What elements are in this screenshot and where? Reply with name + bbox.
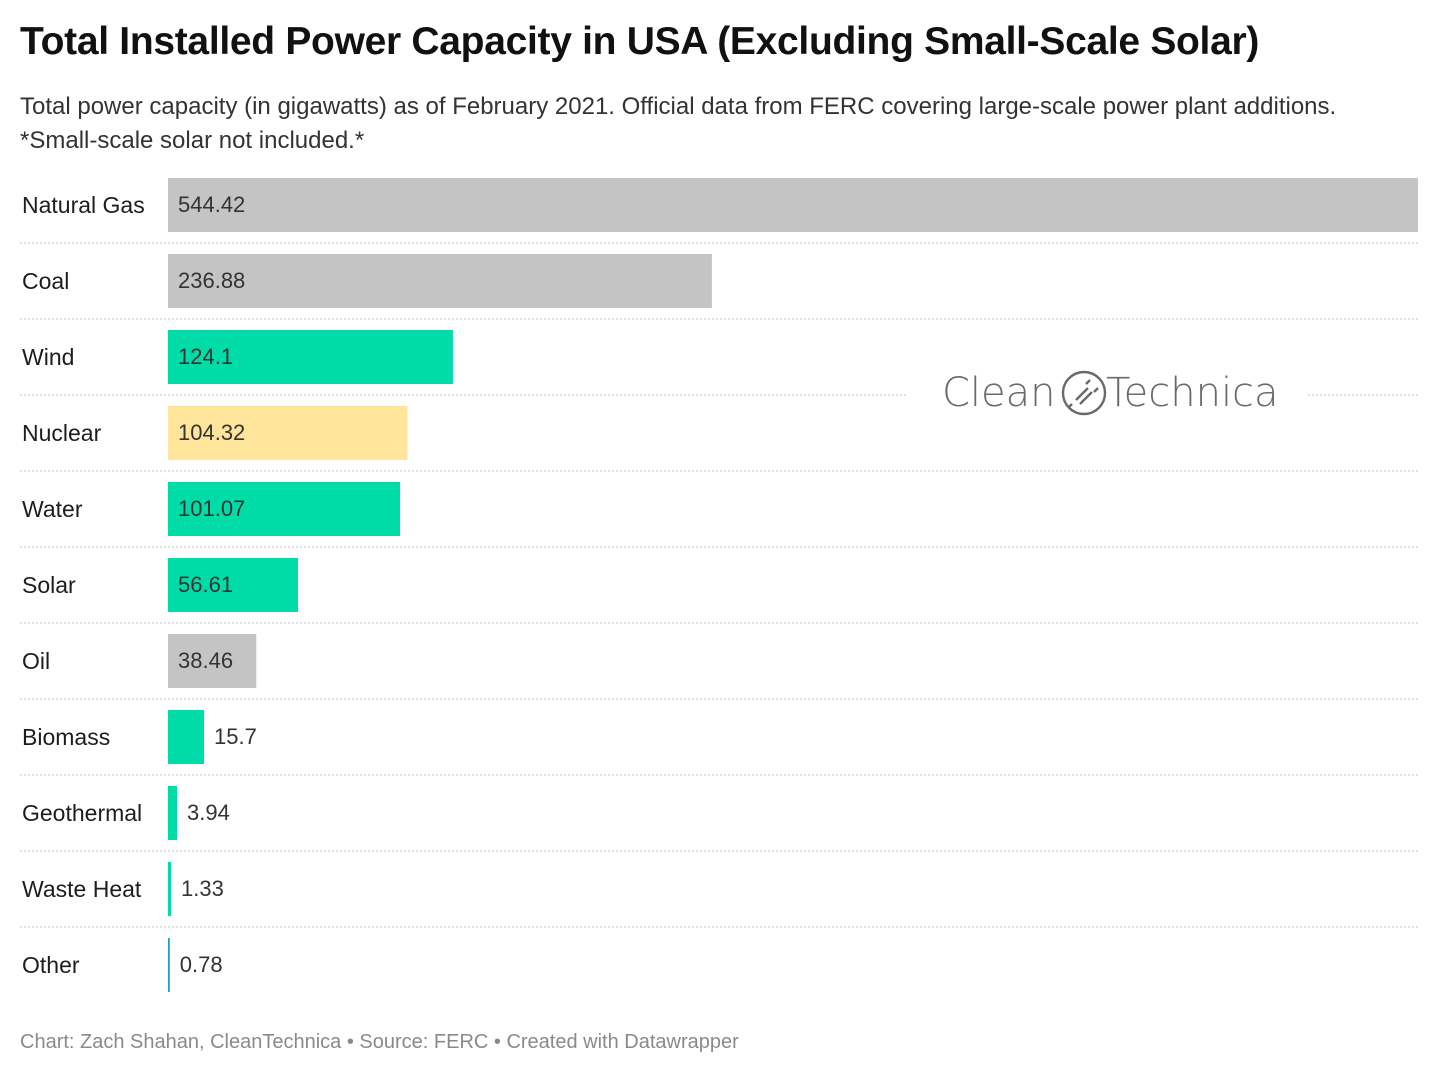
value-label-geothermal: 3.94 bbox=[187, 800, 230, 825]
category-label-wind: Wind bbox=[22, 344, 74, 370]
value-label-oil: 38.46 bbox=[178, 648, 233, 673]
category-label-coal: Coal bbox=[22, 268, 69, 294]
bar-nuclear bbox=[168, 406, 408, 460]
value-label-natural-gas: 544.42 bbox=[178, 192, 245, 217]
svg-text:Technica: Technica bbox=[1106, 370, 1279, 416]
bar-natural-gas bbox=[168, 178, 1418, 232]
plug-icon bbox=[1061, 370, 1107, 416]
chart-title: Total Installed Power Capacity in USA (E… bbox=[20, 20, 1260, 63]
category-label-other: Other bbox=[22, 952, 80, 978]
chart-subtitle: Total power capacity (in gigawatts) as o… bbox=[20, 93, 1337, 154]
bar-other bbox=[168, 938, 170, 992]
category-label-natural-gas: Natural Gas bbox=[22, 192, 145, 218]
bar-geothermal bbox=[168, 786, 178, 840]
bar-coal bbox=[168, 254, 712, 308]
value-label-other: 0.78 bbox=[180, 952, 223, 977]
bar-biomass bbox=[168, 710, 205, 764]
category-label-waste-heat: Waste Heat bbox=[22, 876, 142, 902]
value-label-wind: 124.1 bbox=[178, 344, 233, 369]
chart-footer: Chart: Zach Shahan, CleanTechnica • Sour… bbox=[20, 1031, 739, 1053]
value-label-coal: 236.88 bbox=[178, 268, 245, 293]
cleantechnica-watermark: Clean Technica bbox=[908, 360, 1306, 424]
category-label-solar: Solar bbox=[22, 572, 76, 598]
value-label-waste-heat: 1.33 bbox=[181, 876, 224, 901]
category-label-nuclear: Nuclear bbox=[22, 420, 102, 446]
value-label-solar: 56.61 bbox=[178, 572, 233, 597]
category-label-biomass: Biomass bbox=[22, 724, 110, 750]
category-label-geothermal: Geothermal bbox=[22, 800, 142, 826]
bar-oil bbox=[168, 634, 257, 688]
bar-waste-heat bbox=[168, 862, 172, 916]
svg-text:Clean: Clean bbox=[942, 370, 1056, 416]
category-label-water: Water bbox=[22, 496, 83, 522]
value-label-nuclear: 104.32 bbox=[178, 420, 245, 445]
bar-wind bbox=[168, 330, 453, 384]
bar-chart: Natural Gas 544.42 Coal 236.88 Wind 124.1 Nucl… bbox=[20, 178, 1418, 992]
bar-solar bbox=[168, 558, 298, 612]
value-label-water: 101.07 bbox=[178, 496, 245, 521]
category-label-oil: Oil bbox=[22, 648, 50, 674]
value-label-biomass: 15.7 bbox=[214, 724, 257, 749]
bar-water bbox=[168, 482, 401, 536]
